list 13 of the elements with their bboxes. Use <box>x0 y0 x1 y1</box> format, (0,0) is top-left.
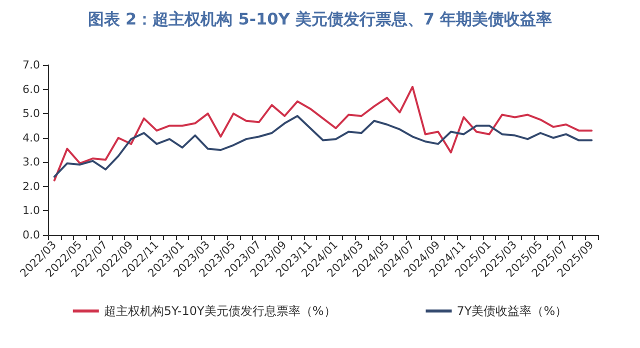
y-tick-label: 3.0 <box>22 156 40 169</box>
y-tick-label: 2.0 <box>22 180 40 193</box>
chart-title: 图表 2：超主权机构 5-10Y 美元债发行票息、7 年期美债收益率 <box>88 10 552 28</box>
y-tick-label: 1.0 <box>22 204 40 218</box>
y-tick-label: 6.0 <box>22 82 40 96</box>
line-series <box>53 115 593 178</box>
y-tick-label: 4.0 <box>22 131 40 144</box>
line-series <box>53 86 593 182</box>
legend-label: 7Y美债收益率（%） <box>456 304 568 318</box>
y-tick-label: 5.0 <box>22 107 40 120</box>
y-tick-label: 0.0 <box>22 228 40 242</box>
y-tick-label: 7.0 <box>22 58 40 72</box>
legend-label: 超主权机构5Y-10Y美元债发行息票率（%） <box>104 304 336 318</box>
